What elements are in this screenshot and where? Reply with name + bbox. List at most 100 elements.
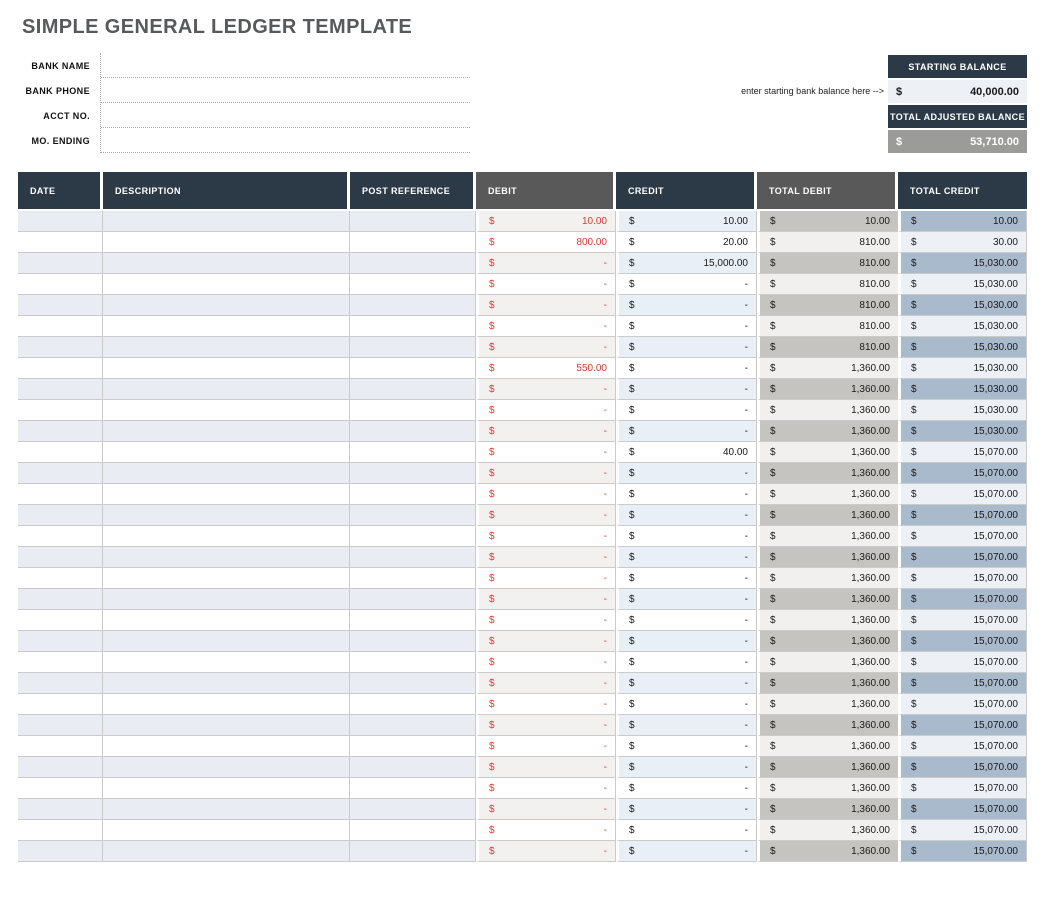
cell-credit[interactable]: $ - xyxy=(616,673,757,694)
bank-phone-field[interactable] xyxy=(101,78,470,103)
cell-total-debit[interactable]: $810.00 xyxy=(757,253,898,274)
cell-total-debit[interactable]: $810.00 xyxy=(757,295,898,316)
cell-credit[interactable]: $40.00 xyxy=(616,442,757,463)
cell-total-credit[interactable]: $15,030.00 xyxy=(898,316,1027,337)
mo-ending-field[interactable] xyxy=(101,128,470,153)
cell-total-debit[interactable]: $10.00 xyxy=(757,211,898,232)
cell-post-reference[interactable] xyxy=(350,568,476,589)
cell-debit[interactable]: $ - xyxy=(476,421,616,442)
cell-post-reference[interactable] xyxy=(350,652,476,673)
cell-date[interactable] xyxy=(18,652,103,673)
cell-date[interactable] xyxy=(18,694,103,715)
cell-date[interactable] xyxy=(18,673,103,694)
cell-post-reference[interactable] xyxy=(350,505,476,526)
cell-date[interactable] xyxy=(18,736,103,757)
cell-date[interactable] xyxy=(18,631,103,652)
cell-total-debit[interactable]: $810.00 xyxy=(757,274,898,295)
cell-post-reference[interactable] xyxy=(350,400,476,421)
cell-post-reference[interactable] xyxy=(350,589,476,610)
cell-post-reference[interactable] xyxy=(350,715,476,736)
cell-total-debit[interactable]: $1,360.00 xyxy=(757,421,898,442)
cell-date[interactable] xyxy=(18,400,103,421)
cell-post-reference[interactable] xyxy=(350,484,476,505)
cell-credit[interactable]: $ - xyxy=(616,316,757,337)
cell-date[interactable] xyxy=(18,253,103,274)
cell-total-credit[interactable]: $15,030.00 xyxy=(898,379,1027,400)
cell-post-reference[interactable] xyxy=(350,841,476,862)
cell-date[interactable] xyxy=(18,610,103,631)
cell-total-debit[interactable]: $1,360.00 xyxy=(757,484,898,505)
cell-debit[interactable]: $ - xyxy=(476,547,616,568)
cell-total-credit[interactable]: $15,030.00 xyxy=(898,400,1027,421)
cell-total-credit[interactable]: $15,070.00 xyxy=(898,568,1027,589)
cell-total-credit[interactable]: $15,070.00 xyxy=(898,610,1027,631)
cell-description[interactable] xyxy=(103,631,350,652)
cell-description[interactable] xyxy=(103,610,350,631)
cell-credit[interactable]: $ - xyxy=(616,484,757,505)
cell-debit[interactable]: $ - xyxy=(476,652,616,673)
cell-date[interactable] xyxy=(18,568,103,589)
cell-date[interactable] xyxy=(18,820,103,841)
cell-description[interactable] xyxy=(103,757,350,778)
cell-description[interactable] xyxy=(103,589,350,610)
cell-total-debit[interactable]: $1,360.00 xyxy=(757,694,898,715)
cell-post-reference[interactable] xyxy=(350,547,476,568)
cell-description[interactable] xyxy=(103,841,350,862)
cell-total-credit[interactable]: $15,070.00 xyxy=(898,736,1027,757)
cell-post-reference[interactable] xyxy=(350,736,476,757)
cell-total-credit[interactable]: $15,070.00 xyxy=(898,547,1027,568)
cell-debit[interactable]: $ - xyxy=(476,799,616,820)
cell-description[interactable] xyxy=(103,694,350,715)
cell-total-debit[interactable]: $1,360.00 xyxy=(757,442,898,463)
cell-total-credit[interactable]: $15,070.00 xyxy=(898,442,1027,463)
cell-description[interactable] xyxy=(103,799,350,820)
cell-description[interactable] xyxy=(103,568,350,589)
cell-post-reference[interactable] xyxy=(350,295,476,316)
cell-description[interactable] xyxy=(103,253,350,274)
cell-total-debit[interactable]: $1,360.00 xyxy=(757,589,898,610)
cell-credit[interactable]: $ - xyxy=(616,463,757,484)
cell-debit[interactable]: $ - xyxy=(476,442,616,463)
cell-post-reference[interactable] xyxy=(350,673,476,694)
cell-date[interactable] xyxy=(18,526,103,547)
cell-debit[interactable]: $ - xyxy=(476,589,616,610)
cell-post-reference[interactable] xyxy=(350,421,476,442)
cell-post-reference[interactable] xyxy=(350,526,476,547)
cell-post-reference[interactable] xyxy=(350,631,476,652)
cell-total-credit[interactable]: $15,070.00 xyxy=(898,463,1027,484)
cell-debit[interactable]: $550.00 xyxy=(476,358,616,379)
cell-total-debit[interactable]: $1,360.00 xyxy=(757,358,898,379)
cell-credit[interactable]: $ - xyxy=(616,757,757,778)
cell-description[interactable] xyxy=(103,379,350,400)
cell-total-debit[interactable]: $810.00 xyxy=(757,316,898,337)
cell-debit[interactable]: $10.00 xyxy=(476,211,616,232)
cell-post-reference[interactable] xyxy=(350,694,476,715)
cell-description[interactable] xyxy=(103,547,350,568)
cell-date[interactable] xyxy=(18,547,103,568)
cell-debit[interactable]: $ - xyxy=(476,526,616,547)
cell-total-credit[interactable]: $15,070.00 xyxy=(898,778,1027,799)
cell-debit[interactable]: $ - xyxy=(476,736,616,757)
cell-total-credit[interactable]: $15,070.00 xyxy=(898,841,1027,862)
cell-credit[interactable]: $ - xyxy=(616,379,757,400)
cell-description[interactable] xyxy=(103,211,350,232)
cell-credit[interactable]: $ - xyxy=(616,589,757,610)
cell-debit[interactable]: $ - xyxy=(476,316,616,337)
cell-credit[interactable]: $ - xyxy=(616,421,757,442)
cell-total-credit[interactable]: $15,070.00 xyxy=(898,820,1027,841)
cell-total-credit[interactable]: $15,070.00 xyxy=(898,799,1027,820)
cell-debit[interactable]: $ - xyxy=(476,379,616,400)
cell-total-debit[interactable]: $1,360.00 xyxy=(757,841,898,862)
cell-description[interactable] xyxy=(103,463,350,484)
cell-credit[interactable]: $ - xyxy=(616,631,757,652)
cell-total-debit[interactable]: $1,360.00 xyxy=(757,526,898,547)
cell-total-credit[interactable]: $30.00 xyxy=(898,232,1027,253)
cell-total-debit[interactable]: $1,360.00 xyxy=(757,673,898,694)
cell-total-debit[interactable]: $1,360.00 xyxy=(757,799,898,820)
cell-description[interactable] xyxy=(103,820,350,841)
cell-debit[interactable]: $ - xyxy=(476,253,616,274)
cell-total-debit[interactable]: $810.00 xyxy=(757,337,898,358)
cell-description[interactable] xyxy=(103,421,350,442)
cell-debit[interactable]: $ - xyxy=(476,400,616,421)
cell-post-reference[interactable] xyxy=(350,316,476,337)
